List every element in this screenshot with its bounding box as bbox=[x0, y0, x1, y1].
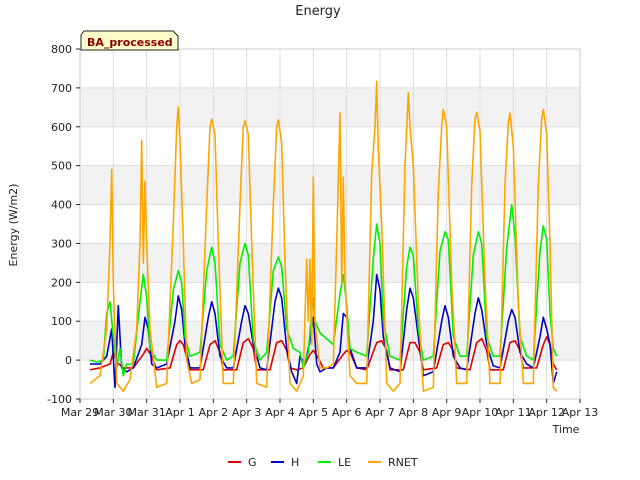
x-tick-label: Mar 29 bbox=[61, 406, 99, 419]
series-line-h bbox=[90, 273, 558, 389]
x-tick-label: Apr 13 bbox=[562, 406, 599, 419]
badge: BA_processed bbox=[80, 30, 179, 51]
x-tick-label: Apr 3 bbox=[232, 406, 262, 419]
x-tick-label: Apr 5 bbox=[299, 406, 329, 419]
x-tick-label: Apr 7 bbox=[365, 406, 395, 419]
legend-label-h: H bbox=[291, 456, 299, 469]
x-tick-label: Mar 30 bbox=[94, 406, 132, 419]
legend: G H LE RNET bbox=[228, 456, 418, 469]
y-tick-label: 800 bbox=[51, 43, 72, 56]
plot-frame bbox=[79, 48, 581, 400]
x-tick-label: Apr 4 bbox=[265, 406, 295, 419]
band bbox=[80, 282, 580, 322]
y-tick-label: 600 bbox=[51, 121, 72, 134]
y-axis-ticks: -100 0 100 200 300 400 500 600 700 800 bbox=[47, 43, 80, 406]
legend-label-rnet: RNET bbox=[388, 456, 418, 469]
badge-label: BA_processed bbox=[87, 36, 173, 49]
x-tick-label: Apr 2 bbox=[199, 406, 229, 419]
band bbox=[80, 49, 580, 88]
x-tick-label: Apr 11 bbox=[495, 406, 532, 419]
chart-title: Energy bbox=[295, 4, 341, 19]
y-tick-label: 500 bbox=[51, 160, 72, 173]
band bbox=[80, 243, 580, 283]
band bbox=[80, 165, 580, 205]
y-tick-label: -100 bbox=[47, 393, 72, 406]
plot-background-bands bbox=[80, 49, 580, 399]
x-tick-label: Apr 10 bbox=[462, 406, 499, 419]
series-line-rnet bbox=[89, 80, 558, 392]
y-tick-label: 400 bbox=[51, 199, 72, 212]
x-axis-label: Time bbox=[552, 423, 580, 436]
x-tick-label: Apr 9 bbox=[432, 406, 462, 419]
band bbox=[80, 87, 580, 127]
x-tick-label: Mar 31 bbox=[128, 406, 166, 419]
x-tick-label: Apr 6 bbox=[332, 406, 362, 419]
x-tick-label: Apr 12 bbox=[528, 406, 565, 419]
y-tick-label: 700 bbox=[51, 82, 72, 95]
y-tick-label: 0 bbox=[65, 354, 72, 367]
band bbox=[80, 204, 580, 244]
y-tick-label: 300 bbox=[51, 237, 72, 250]
y-axis-label: Energy (W/m2) bbox=[7, 184, 20, 267]
y-tick-label: 200 bbox=[51, 276, 72, 289]
band bbox=[80, 126, 580, 166]
legend-label-g: G bbox=[248, 456, 257, 469]
x-tick-label: Apr 8 bbox=[399, 406, 429, 419]
series-layer bbox=[89, 80, 558, 392]
legend-label-le: LE bbox=[338, 456, 351, 469]
y-tick-label: 100 bbox=[51, 315, 72, 328]
x-tick-label: Apr 1 bbox=[165, 406, 195, 419]
